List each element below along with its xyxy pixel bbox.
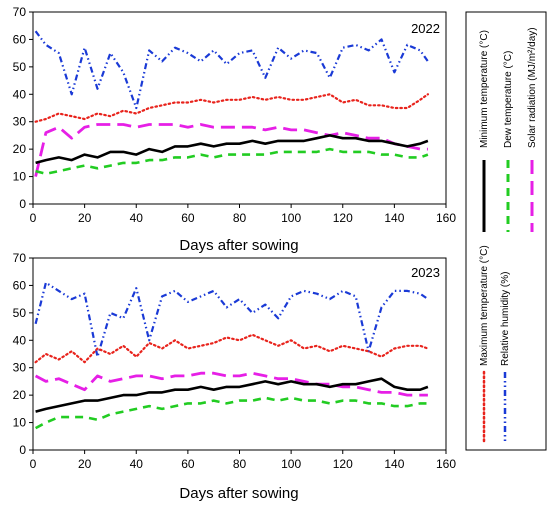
series-line-dew-temperature-c [34, 396, 428, 430]
x-tick-label: 60 [181, 457, 195, 471]
y-tick-label: 70 [13, 251, 27, 265]
y-tick-label: 60 [13, 32, 27, 46]
panel-year-label: 2023 [411, 265, 440, 280]
y-tick-label: 20 [13, 388, 27, 402]
legend-label-min-temp: Minimum temperature (°C) [479, 30, 490, 148]
series-line-minimum-temperature-c [35, 377, 429, 413]
legend-label-dew-temp: Dew temperature (°C) [503, 51, 514, 148]
y-tick-label: 20 [13, 142, 27, 156]
y-tick-label: 40 [13, 87, 27, 101]
x-tick-label: 140 [384, 457, 404, 471]
x-tick-label: 80 [233, 457, 247, 471]
y-tick-label: 50 [13, 60, 27, 74]
series-line-minimum-temperature-c [35, 134, 429, 165]
series-line-relative-humidity [34, 281, 429, 358]
y-tick-label: 30 [13, 361, 27, 375]
plot-frame-2023 [32, 257, 447, 451]
legend-label-solar-radiation: Solar radiation (MJ/m²/day) [527, 27, 538, 148]
x-tick-label: 20 [78, 211, 92, 225]
panel-2023: 0 10 20 30 40 50 60 70 0 20 40 60 80 100 120 140 160 20… [13, 251, 457, 502]
series-line-dew-temperature-c [35, 147, 429, 176]
x-axis-title: Days after sowing [179, 237, 298, 254]
series-line-solar-radiation-mj-m-day [34, 371, 428, 397]
x-tick-label: 160 [436, 457, 456, 471]
x-tick-label: 120 [333, 457, 353, 471]
y-tick-label: 10 [13, 170, 27, 184]
legend-label-relative-humidity: Relative humidity (%) [500, 272, 511, 366]
x-tick-label: 160 [436, 211, 456, 225]
y-tick-label: 10 [13, 416, 27, 430]
x-tick-label: 40 [130, 211, 144, 225]
y-tick-label: 70 [13, 5, 27, 19]
x-tick-label: 100 [281, 457, 301, 471]
legend: Minimum temperature (°C) Dew temperature… [465, 11, 547, 451]
x-tick-label: 0 [30, 457, 37, 471]
legend-label-max-temp: Maximum temperature (°C) [479, 245, 490, 366]
series-line-maximum-temperature-c [34, 93, 429, 123]
x-tick-label: 100 [281, 211, 301, 225]
y-tick-label: 0 [19, 443, 26, 457]
x-tick-label: 60 [181, 211, 195, 225]
series-line-maximum-temperature-c [34, 333, 429, 364]
x-axis-title: Days after sowing [179, 485, 298, 502]
x-tick-label: 20 [78, 457, 92, 471]
y-tick-label: 40 [13, 333, 27, 347]
x-tick-label: 0 [30, 211, 37, 225]
y-tick-label: 60 [13, 278, 27, 292]
series-line-solar-radiation-mj-m-day [34, 123, 428, 177]
x-tick-label: 120 [333, 211, 353, 225]
plot-frame-2022 [32, 11, 447, 205]
panel-year-label: 2022 [411, 21, 440, 36]
x-tick-label: 80 [233, 211, 247, 225]
y-tick-label: 30 [13, 115, 27, 129]
x-tick-label: 40 [130, 457, 144, 471]
legend-frame [465, 11, 547, 451]
series-line-relative-humidity [34, 30, 429, 110]
x-tick-label: 140 [384, 211, 404, 225]
y-tick-label: 0 [19, 197, 26, 211]
y-tick-label: 50 [13, 306, 27, 320]
panel-2022: 0 10 20 30 40 50 60 70 0 20 40 60 80 100 120 140 160 20… [13, 5, 457, 254]
